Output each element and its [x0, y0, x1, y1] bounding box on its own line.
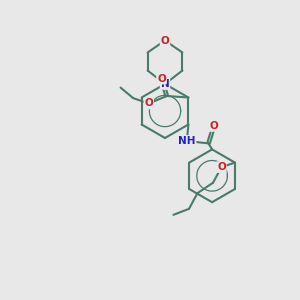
Text: N: N — [160, 79, 169, 89]
Text: O: O — [157, 74, 166, 84]
Text: O: O — [209, 121, 218, 131]
Text: O: O — [144, 98, 153, 109]
Text: O: O — [160, 35, 169, 46]
Text: NH: NH — [178, 136, 196, 146]
Text: O: O — [217, 162, 226, 172]
